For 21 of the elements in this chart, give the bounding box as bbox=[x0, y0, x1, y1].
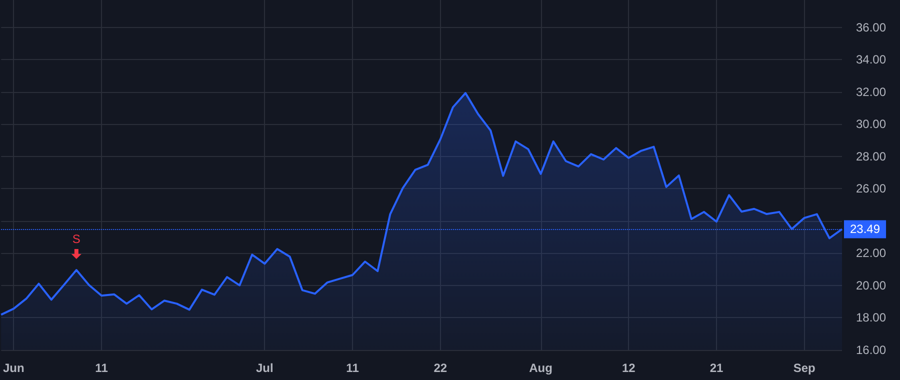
annotation: S bbox=[72, 232, 80, 246]
x-tick-label: 22 bbox=[434, 361, 448, 375]
x-tick-label: 21 bbox=[710, 361, 724, 375]
y-tick-label: 32.00 bbox=[856, 84, 886, 99]
x-tick-label: Jul bbox=[256, 361, 274, 375]
y-tick-label: 34.00 bbox=[856, 52, 886, 67]
x-tick-label: 12 bbox=[622, 361, 636, 375]
y-tick-label: 28.00 bbox=[856, 149, 886, 164]
y-tick-label: 18.00 bbox=[856, 310, 886, 325]
x-tick-label: 11 bbox=[346, 361, 360, 375]
y-tick-label: 26.00 bbox=[856, 182, 886, 196]
y-tick-label: 36.00 bbox=[856, 20, 886, 34]
y-tick-label: 30.00 bbox=[856, 117, 886, 132]
x-tick-label: Sep bbox=[793, 361, 816, 375]
y-tick-label: 20.00 bbox=[856, 278, 886, 292]
x-tick-label: 11 bbox=[95, 361, 108, 375]
y-tick-label: 16.00 bbox=[856, 343, 886, 357]
y-tick-label: 22.00 bbox=[856, 246, 886, 260]
ref-line-label: 23.49 bbox=[850, 222, 880, 236]
x-tick-label: Jun bbox=[2, 361, 24, 375]
x-tick-label: Aug bbox=[529, 361, 552, 375]
